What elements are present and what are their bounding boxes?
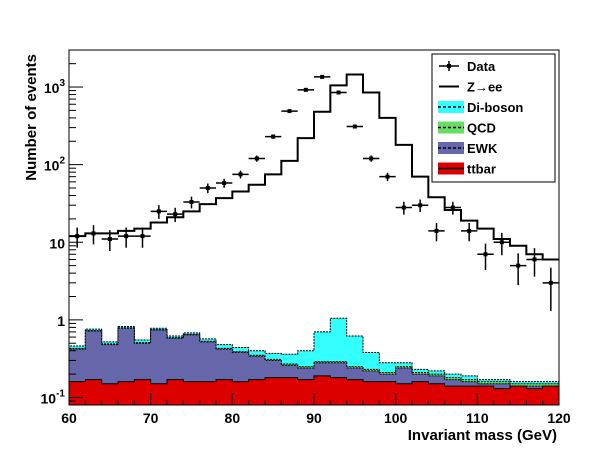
x-tick-label: 70 — [143, 410, 159, 426]
data-point — [395, 201, 412, 215]
legend-label: QCD — [467, 121, 496, 136]
legend-label: ttbar — [467, 162, 496, 177]
legend-entry: Data — [439, 59, 496, 74]
data-point — [297, 87, 314, 92]
data-point — [265, 134, 282, 139]
data-point — [101, 230, 118, 252]
x-tick-label: 60 — [61, 410, 77, 426]
data-point — [183, 196, 200, 209]
data-point — [330, 90, 347, 95]
legend-label: Z→ee — [467, 80, 502, 95]
zee-histogram — [69, 73, 559, 261]
y-tick-label: 102 — [44, 156, 66, 174]
x-tick-label: 100 — [384, 410, 408, 426]
x-axis-title: Invariant mass (GeV) — [408, 427, 557, 444]
data-point — [199, 183, 216, 194]
x-tick-label: 110 — [466, 410, 489, 426]
data-point — [85, 225, 102, 245]
data-point — [379, 172, 396, 181]
data-point — [493, 232, 510, 256]
data-point — [118, 227, 135, 248]
x-tick-label: 120 — [547, 410, 571, 426]
data-point — [428, 223, 445, 242]
series-ttbar-area — [68, 375, 560, 406]
legend: Data Z→ee Di-boson QCD EWK ttbar — [431, 53, 556, 183]
data-point — [248, 155, 265, 162]
y-tick-label: 103 — [44, 78, 66, 96]
legend-entry: QCD — [438, 121, 496, 136]
data-point — [461, 223, 478, 242]
data-points — [69, 74, 559, 312]
data-point — [134, 227, 151, 248]
legend-label: EWK — [467, 141, 498, 156]
x-tick-label: 80 — [225, 410, 241, 426]
y-axis-title: Number of events — [23, 54, 40, 181]
legend-box — [431, 53, 556, 183]
legend-entry: Z→ee — [439, 80, 502, 95]
data-point — [216, 178, 233, 188]
data-point — [510, 253, 527, 286]
series-zee-line — [69, 73, 559, 261]
legend-entry: Di-boson — [438, 100, 523, 115]
data-point — [542, 267, 559, 312]
x-tick-label: 90 — [306, 410, 322, 426]
data-point — [69, 227, 86, 248]
y-tick-label: 1 — [57, 313, 65, 329]
stacked-backgrounds — [68, 317, 560, 406]
legend-label: Data — [467, 59, 496, 74]
legend-entry: ttbar — [438, 162, 496, 177]
data-point — [167, 207, 184, 223]
data-point — [444, 201, 461, 215]
y-tick-label: 10-1 — [41, 388, 66, 406]
data-point — [281, 109, 298, 114]
data-point — [526, 248, 543, 277]
data-point — [232, 170, 249, 179]
legend-label: Di-boson — [467, 100, 523, 115]
data-point — [150, 205, 167, 219]
data-point — [363, 155, 380, 162]
data-point — [346, 124, 363, 129]
data-point — [314, 74, 331, 79]
data-point — [412, 199, 429, 213]
data-point — [477, 243, 494, 270]
legend-entry: EWK — [438, 141, 498, 156]
y-tick-label: 10 — [49, 235, 65, 251]
